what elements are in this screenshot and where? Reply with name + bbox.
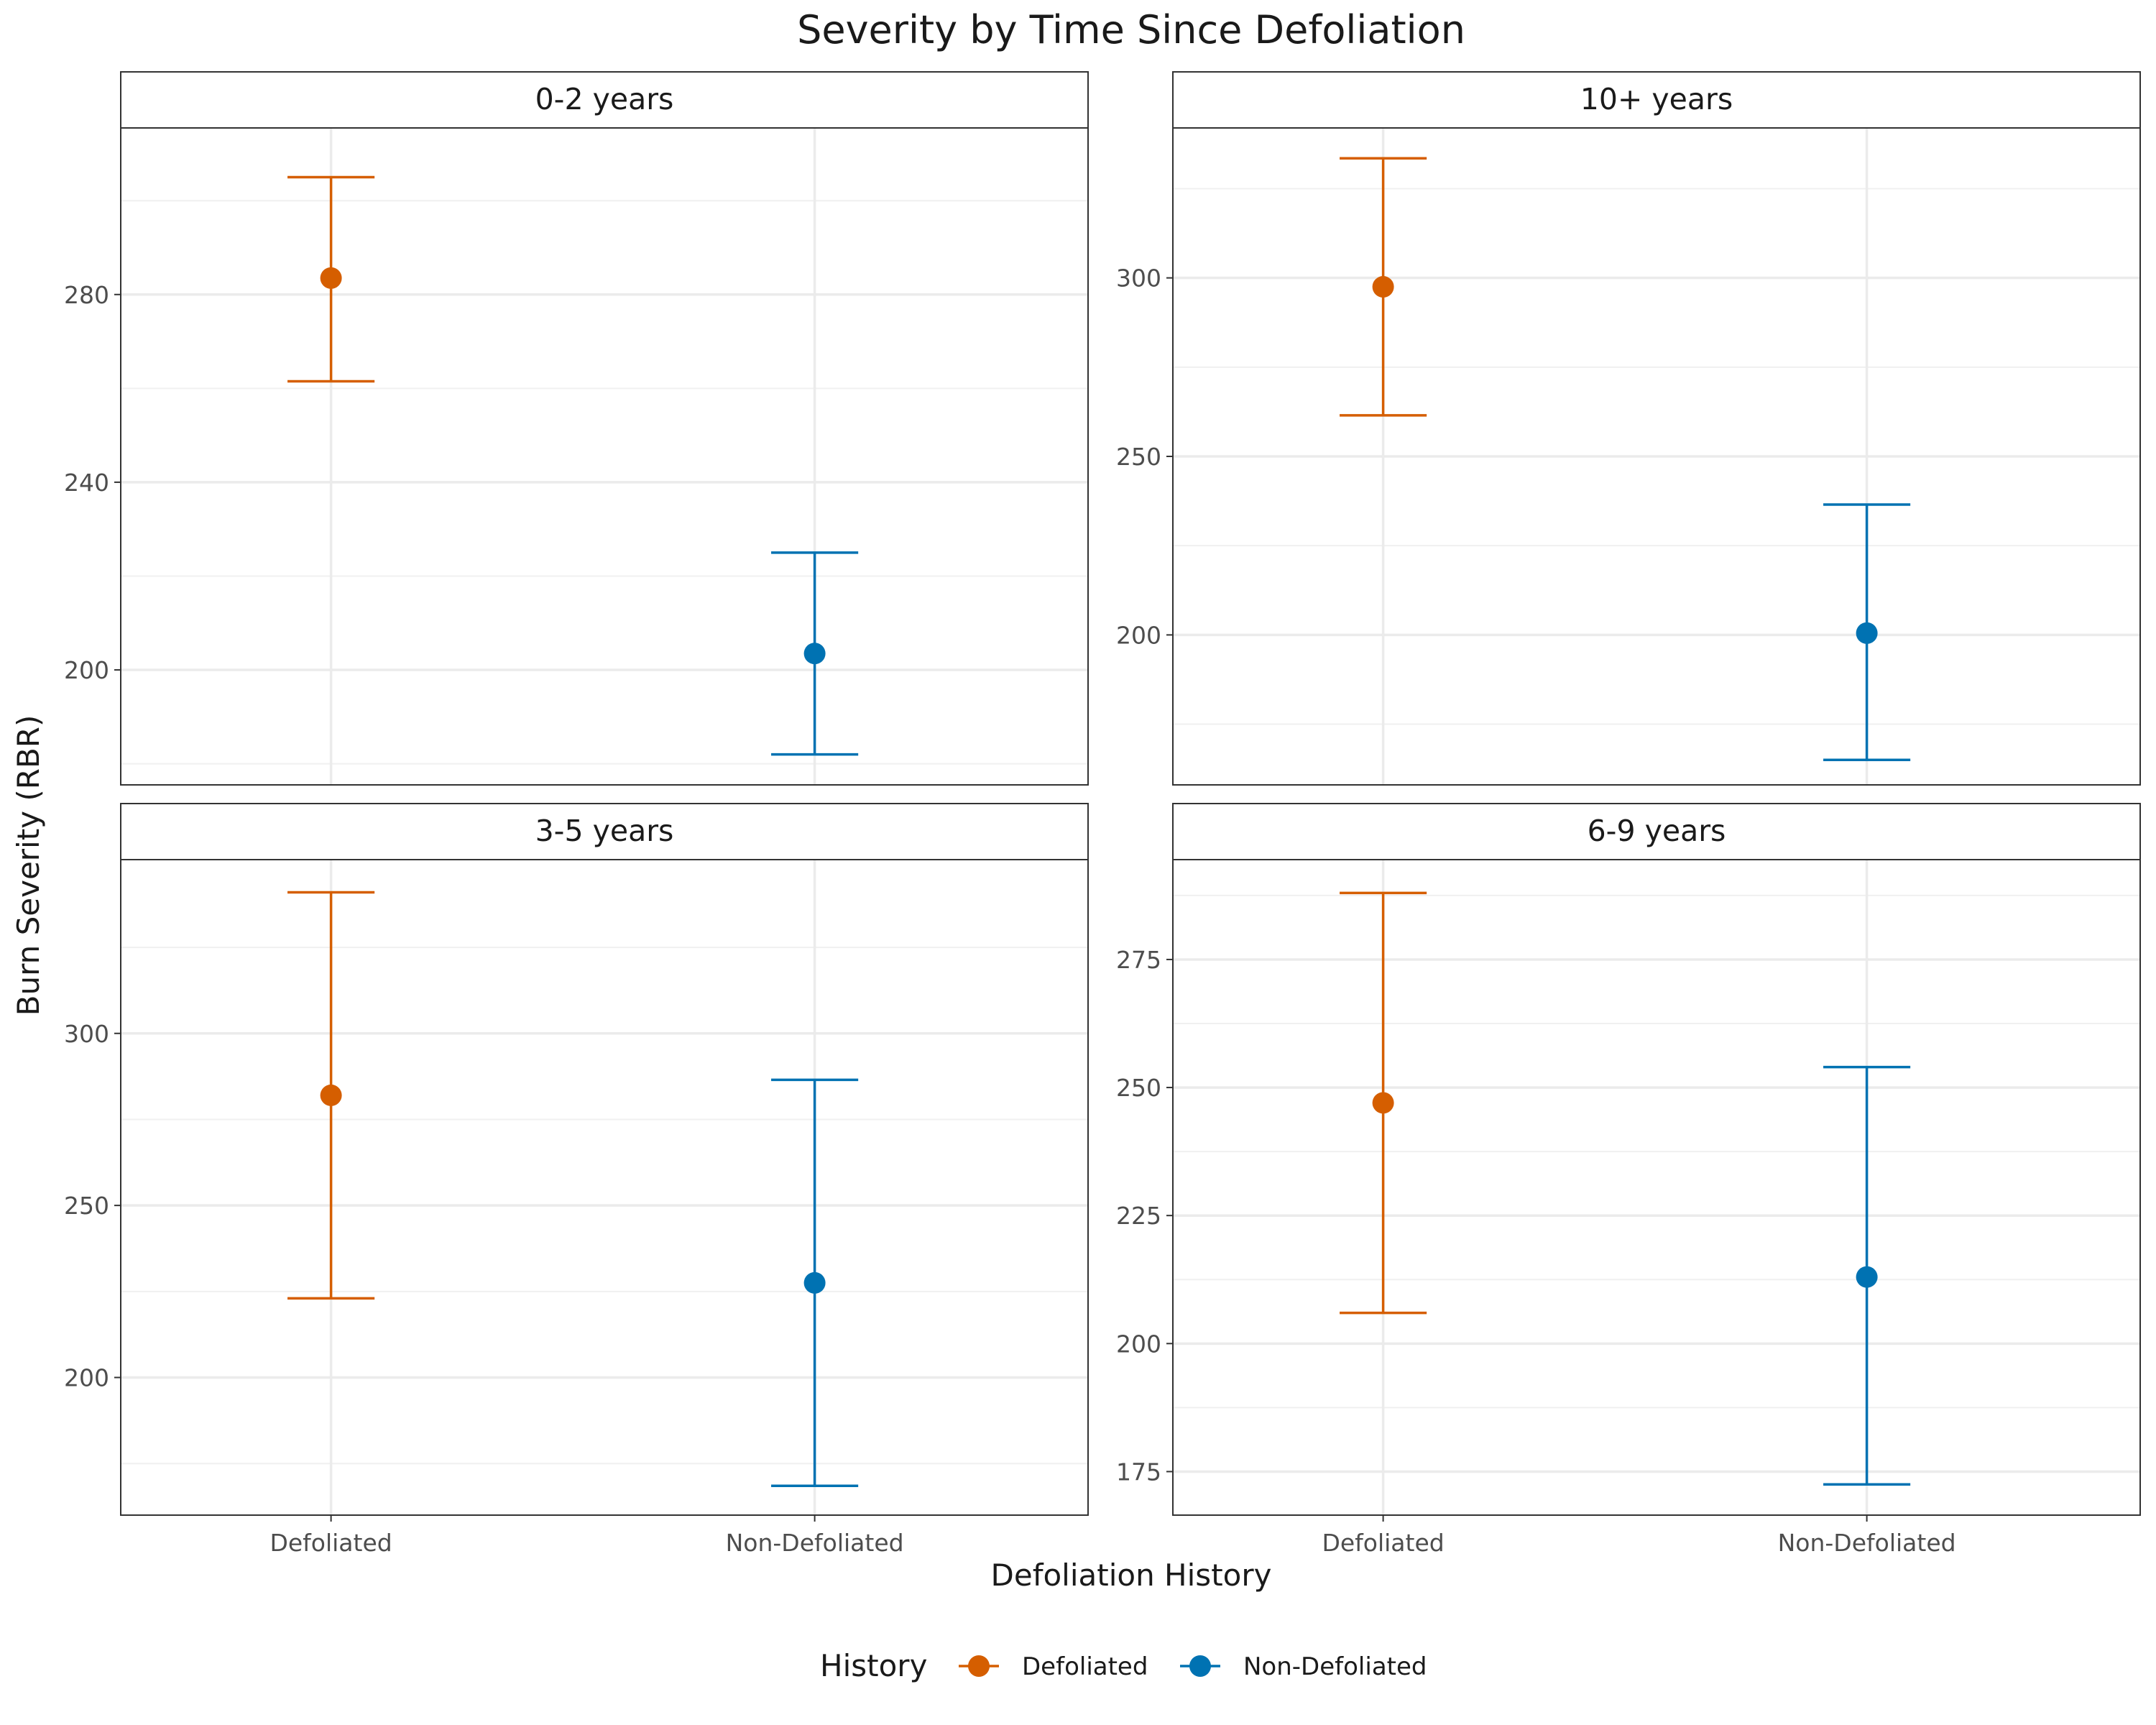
panel-border xyxy=(1172,859,2141,1516)
facet-panel: 6-9 years 175 200 225 250 275 Defoliated Non-De… xyxy=(1116,803,2141,1557)
mean-point xyxy=(803,1271,826,1294)
y-tick-label: 200 xyxy=(1116,1330,1161,1358)
facet-strip xyxy=(120,803,1089,860)
mean-point xyxy=(320,267,342,289)
facet-strip-label: 3-5 years xyxy=(535,814,674,848)
y-tick-label: 300 xyxy=(1116,264,1161,293)
mean-point xyxy=(1372,1092,1394,1114)
facet-panel: 0-2 years 200 240 280 xyxy=(64,71,1089,786)
y-tick-label: 300 xyxy=(64,1020,109,1048)
legend-label: Defoliated xyxy=(1022,1652,1148,1681)
mean-point xyxy=(1856,1266,1878,1288)
x-tick-label: Defoliated xyxy=(270,1529,392,1557)
y-axis-title: Burn Severity (RBR) xyxy=(11,715,46,1016)
y-tick-label: 280 xyxy=(64,281,109,309)
mean-point xyxy=(803,643,826,665)
facet-strip xyxy=(120,71,1089,129)
panel-border xyxy=(120,127,1089,786)
facet-panel: 10+ years 200 250 300 xyxy=(1116,71,2141,786)
y-tick-label: 225 xyxy=(1116,1202,1161,1230)
mean-point xyxy=(1856,622,1878,644)
facet-strip-label: 0-2 years xyxy=(535,82,674,116)
y-tick-label: 275 xyxy=(1116,946,1161,974)
x-tick-label: Non-Defoliated xyxy=(726,1529,904,1557)
y-tick-label: 250 xyxy=(1116,1074,1161,1102)
y-tick-label: 200 xyxy=(64,1364,109,1392)
x-tick-label: Non-Defoliated xyxy=(1778,1529,1956,1557)
legend-title: History xyxy=(820,1648,927,1683)
facet-panel: 3-5 years 200 250 300 Defoliated Non-Defoliat… xyxy=(64,803,1089,1557)
legend-entry: Defoliated xyxy=(959,1652,1148,1681)
legend-key-point xyxy=(968,1655,990,1677)
chart-title: Severity by Time Since Defoliation xyxy=(797,7,1465,52)
y-tick-label: 240 xyxy=(64,469,109,497)
facet-strip-label: 6-9 years xyxy=(1588,814,1726,848)
y-tick-label: 250 xyxy=(64,1192,109,1220)
legend-label: Non-Defoliated xyxy=(1243,1652,1427,1681)
mean-point xyxy=(1372,276,1394,298)
facet-strip-label: 10+ years xyxy=(1580,82,1733,116)
panel-border xyxy=(1172,127,2141,786)
y-tick-label: 250 xyxy=(1116,443,1161,471)
facet-strip xyxy=(1172,71,2141,129)
legend: History Defoliated Non-Defoliated xyxy=(820,1648,1427,1683)
x-tick-label: Defoliated xyxy=(1322,1529,1444,1557)
x-axis-title: Defoliation History xyxy=(991,1558,1272,1593)
y-tick-label: 200 xyxy=(1116,621,1161,649)
legend-entry: Non-Defoliated xyxy=(1180,1652,1427,1681)
mean-point xyxy=(320,1084,342,1106)
y-tick-label: 175 xyxy=(1116,1458,1161,1486)
legend-key-point xyxy=(1189,1655,1211,1677)
y-tick-label: 200 xyxy=(64,656,109,684)
panel-border xyxy=(120,859,1089,1516)
